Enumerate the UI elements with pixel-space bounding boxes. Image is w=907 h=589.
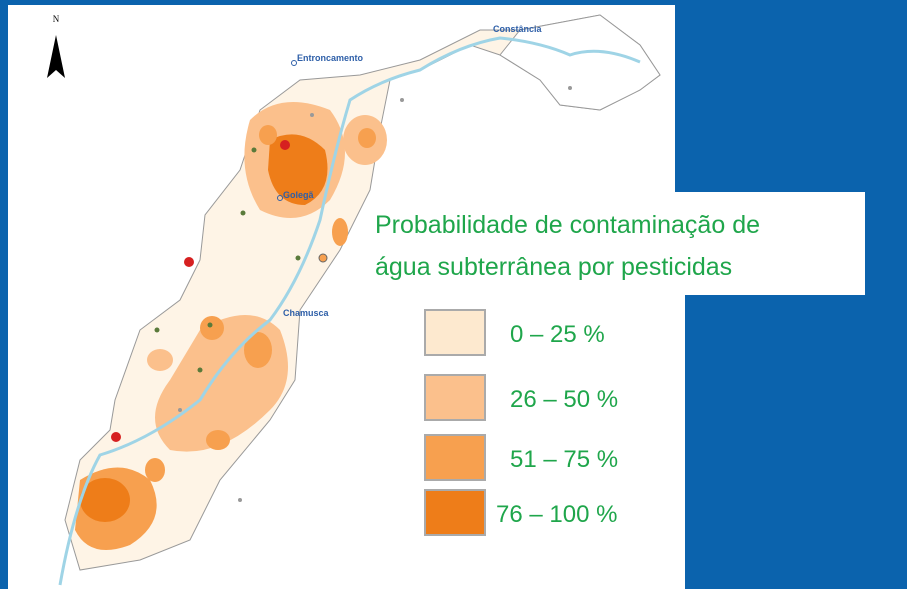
- zone: [244, 332, 272, 368]
- place-label: Entroncamento: [297, 53, 364, 63]
- point: [207, 322, 213, 328]
- point: [568, 86, 572, 90]
- title-line: água subterrânea por pesticidas: [375, 253, 732, 281]
- legend-swatch: [424, 434, 486, 481]
- zone: [80, 478, 130, 522]
- title-panel: [350, 192, 865, 295]
- point: [400, 98, 404, 102]
- point: [154, 327, 160, 333]
- zone: [268, 134, 328, 205]
- zone: [259, 125, 277, 145]
- place-marker: [277, 195, 283, 201]
- point: [178, 408, 182, 412]
- zone: [332, 218, 348, 246]
- legend-label: 51 – 75 %: [510, 446, 618, 473]
- legend-label: 76 – 100 %: [496, 501, 617, 528]
- point: [238, 498, 242, 502]
- point: [280, 140, 290, 150]
- place-marker: [291, 60, 297, 66]
- region-east: [499, 14, 661, 111]
- place-label: Golegã: [283, 190, 315, 200]
- river: [58, 36, 641, 586]
- north-arrow: [47, 35, 65, 78]
- zone: [200, 316, 224, 340]
- point: [197, 367, 203, 373]
- point: [310, 113, 314, 117]
- zone: [145, 458, 165, 482]
- point: [240, 210, 246, 216]
- point: [111, 432, 121, 442]
- legend-label: 26 – 50 %: [510, 386, 618, 413]
- place-label: Chamusca: [283, 308, 330, 318]
- legend-swatch: [424, 309, 486, 356]
- legend-swatch: [424, 489, 486, 536]
- north-label: N: [53, 14, 60, 24]
- zone: [358, 128, 376, 148]
- legend-swatch: [424, 374, 486, 421]
- point: [184, 257, 194, 267]
- point: [251, 147, 257, 153]
- sample-points: [111, 86, 572, 502]
- point: [295, 255, 301, 261]
- title-line: Probabilidade de contaminação de: [375, 211, 760, 239]
- panel-edge: [675, 295, 685, 589]
- legend-label: 0 – 25 %: [510, 321, 605, 348]
- point: [318, 253, 328, 263]
- zone: [147, 349, 173, 371]
- zone: [206, 430, 230, 450]
- place-label: Constância: [493, 24, 543, 34]
